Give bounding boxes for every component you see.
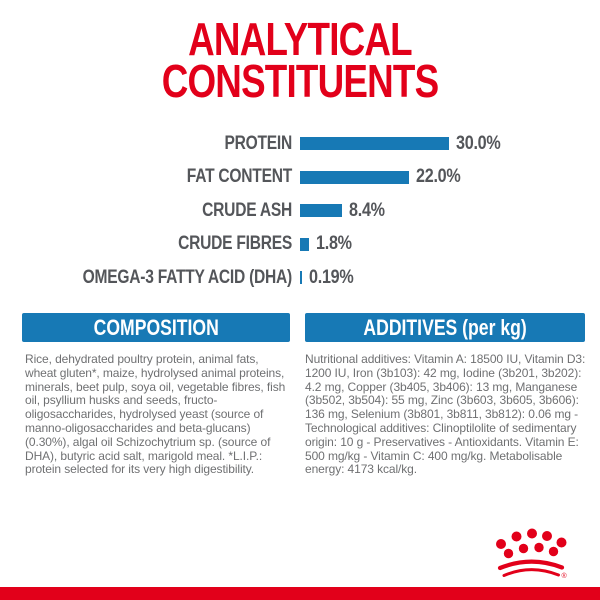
- additives-body-text: Nutritional additives: Vitamin A: 18500 …: [305, 352, 586, 477]
- chart-bar: [300, 137, 449, 151]
- chart-bar: [300, 237, 309, 251]
- chart-bar: [300, 271, 302, 285]
- chart-category-label: CRUDE ASH: [202, 199, 292, 221]
- chart-category-label: PROTEIN: [224, 132, 292, 154]
- composition-section-header: COMPOSITION: [22, 313, 290, 342]
- additives-section-header: ADDITIVES (per kg): [305, 313, 585, 342]
- composition-header-label: COMPOSITION: [93, 314, 219, 340]
- page-title-line1: ANALYTICAL: [188, 13, 413, 65]
- chart-value-label: 30.0%: [456, 132, 501, 154]
- chart-bar: [300, 204, 342, 218]
- chart-value-label: 22.0%: [416, 166, 461, 188]
- chart-value-label: 0.19%: [309, 266, 354, 288]
- composition-body-text: Rice, dehydrated poultry protein, animal…: [25, 352, 286, 477]
- analytical-constituents-bar-chart: PROTEIN 30.0% FAT CONTENT 22.0% CRUDE ASH 8.4…: [0, 127, 600, 295]
- royal-canin-crown-logo-icon: ®: [496, 528, 568, 580]
- page-title-line2: CONSTITUENTS: [161, 55, 439, 107]
- chart-category-label: FAT CONTENT: [186, 166, 292, 188]
- bottom-red-bar: [0, 587, 600, 600]
- chart-row: FAT CONTENT 22.0%: [0, 161, 600, 195]
- chart-category-label: OMEGA-3 FATTY ACID (DHA): [82, 266, 293, 288]
- chart-value-label: 1.8%: [315, 233, 352, 255]
- chart-row: CRUDE FIBRES 1.8%: [0, 228, 600, 262]
- chart-bar: [300, 170, 410, 184]
- chart-category-label: CRUDE FIBRES: [178, 233, 292, 255]
- page-title: ANALYTICAL CONSTITUENTS: [60, 13, 540, 107]
- chart-row: PROTEIN 30.0%: [0, 127, 600, 161]
- additives-header-label: ADDITIVES (per kg): [363, 314, 527, 340]
- registered-trademark: ®: [562, 572, 568, 580]
- chart-row: OMEGA-3 FATTY ACID (DHA) 0.19%: [0, 261, 600, 295]
- chart-row: CRUDE ASH 8.4%: [0, 194, 600, 228]
- chart-value-label: 8.4%: [348, 199, 385, 221]
